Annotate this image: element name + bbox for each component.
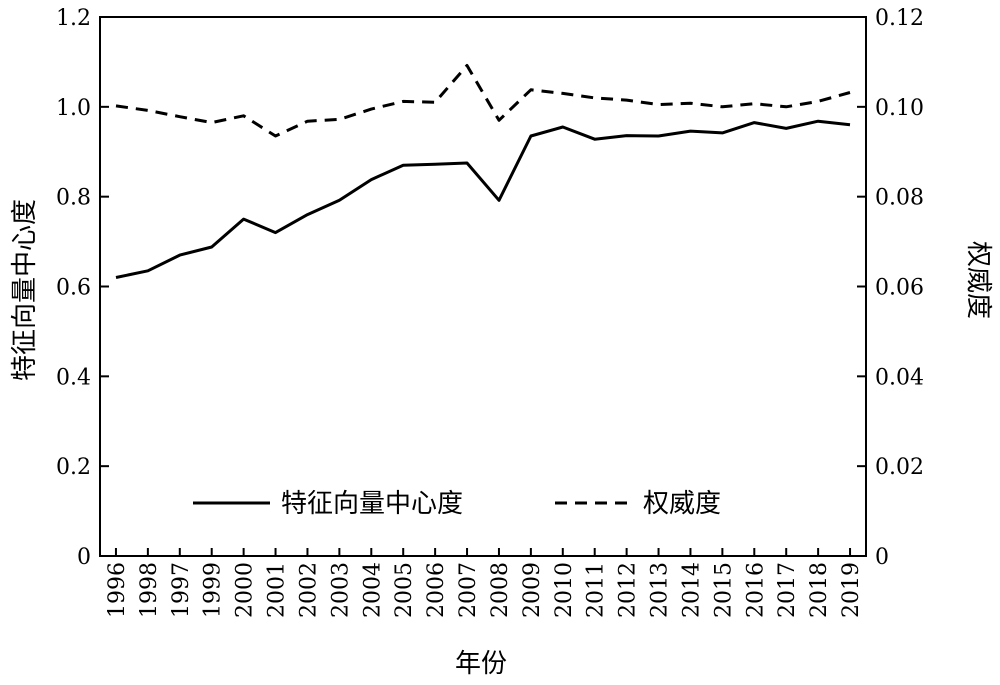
x-axis-tick-label: 2000 <box>233 562 258 618</box>
left-axis-tick-label: 0 <box>77 545 91 570</box>
x-axis-tick-label: 2003 <box>328 562 353 618</box>
x-axis-tick-label: 2004 <box>360 562 385 618</box>
x-axis-tick-label: 2002 <box>296 562 321 618</box>
legend-label-authority: 权威度 <box>643 489 721 519</box>
x-axis-tick-label: 2006 <box>424 562 449 618</box>
x-axis-tick-label: 1999 <box>201 562 226 618</box>
left-axis-tick-label: 0.2 <box>56 455 91 480</box>
left-axis-tick-label: 0.8 <box>56 186 91 211</box>
plot-area <box>99 16 867 557</box>
right-axis-tick-label: 0 <box>875 545 889 570</box>
x-axis: 1996 1998 1997 1999 2000 2001 2002 2003 2004 2005… <box>105 548 864 618</box>
right-axis-title: 权威度 <box>963 241 993 319</box>
x-axis-tick-label: 2001 <box>265 562 290 618</box>
x-axis-title: 年份 <box>455 649 507 679</box>
x-axis-tick-label: 2014 <box>679 562 704 618</box>
x-axis-tick-label: 2019 <box>839 562 864 618</box>
x-axis-tick-label: 2016 <box>743 562 768 618</box>
eigenvector-centrality-line <box>115 119 851 279</box>
x-axis-tick-label: 1997 <box>169 562 194 618</box>
left-axis-tick-label: 1.0 <box>56 96 91 121</box>
right-axis-tick-label: 0.04 <box>875 365 924 390</box>
x-axis-tick-label: 2012 <box>616 562 641 618</box>
legend-label-eigenvector: 特征向量中心度 <box>281 489 463 519</box>
x-axis-tick-label: 2017 <box>775 562 800 618</box>
authority-line <box>115 64 851 138</box>
x-axis-tick-label: 1998 <box>137 562 162 618</box>
x-axis-tick-label: 1996 <box>105 562 130 618</box>
left-axis: 0 0.2 0.4 0.6 0.8 1.0 1.2 <box>56 6 109 570</box>
x-axis-tick-label: 2005 <box>392 562 417 618</box>
right-axis-tick-label: 0.10 <box>875 96 924 121</box>
x-axis-tick-label: 2013 <box>648 562 673 618</box>
x-axis-tick-label: 2011 <box>584 562 609 618</box>
x-axis-tick-label: 2009 <box>520 562 545 618</box>
x-axis-tick-label: 2007 <box>456 562 481 618</box>
x-axis-tick-label: 2008 <box>488 562 513 618</box>
plot-frame <box>99 16 867 557</box>
left-axis-title: 特征向量中心度 <box>10 199 40 381</box>
right-axis-tick-label: 0.06 <box>875 276 924 301</box>
x-axis-tick-label: 2018 <box>807 562 832 618</box>
x-axis-tick-label: 2010 <box>552 562 577 618</box>
left-axis-tick-label: 0.4 <box>56 365 91 390</box>
left-axis-tick-label: 0.6 <box>56 276 91 301</box>
x-axis-tick-label: 2015 <box>711 562 736 618</box>
right-axis: 0 0.02 0.04 0.06 0.08 0.10 0.12 <box>857 6 924 570</box>
left-axis-tick-label: 1.2 <box>56 6 91 31</box>
right-axis-tick-label: 0.02 <box>875 455 924 480</box>
legend: 特征向量中心度 权威度 <box>193 489 721 519</box>
right-axis-tick-label: 0.08 <box>875 186 924 211</box>
series-group <box>115 64 851 279</box>
right-axis-tick-label: 0.12 <box>875 6 924 31</box>
